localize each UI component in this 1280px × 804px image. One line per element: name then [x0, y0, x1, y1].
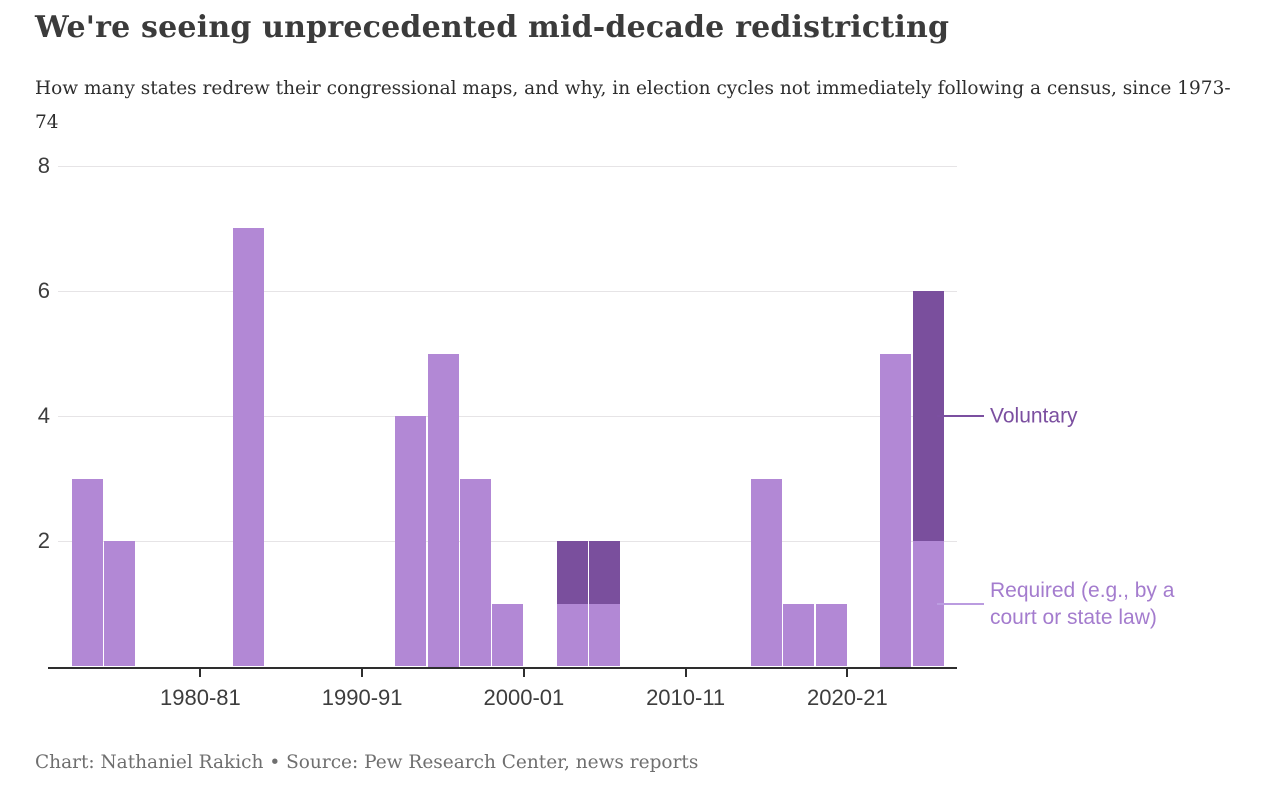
legend-voluntary-label: Voluntary: [990, 404, 1078, 428]
bar-voluntary-2005-06: [589, 541, 621, 604]
bar-required-2019-20: [815, 603, 847, 667]
x-axis-tick-1980: [199, 668, 202, 677]
bar-required-1975-76: [104, 541, 135, 667]
bar-required-2005-06: [589, 603, 621, 667]
y-axis-label-6: 6: [37, 277, 50, 303]
bar-required-1999-2000: [492, 603, 524, 667]
gridline-8: [58, 165, 957, 167]
y-axis-label-2: 2: [37, 528, 50, 554]
x-axis-tick-1990: [361, 668, 364, 677]
legend-voluntary-connector-line: [937, 415, 984, 418]
bar-required-1973-74: [71, 478, 103, 667]
y-axis-label-4: 4: [37, 403, 50, 429]
x-axis-tick-2000: [522, 668, 525, 677]
bar-required-1997-98: [459, 478, 491, 667]
chart-footer: Chart: Nathaniel Rakich • Source: Pew Re…: [35, 752, 699, 773]
bar-required-2023-24: [880, 353, 912, 667]
bar-required-2003-04: [556, 603, 588, 667]
bar-required-1995-96: [427, 353, 459, 667]
legend-required-label: Required (e.g., by a court or state law): [990, 578, 1175, 629]
bar-required-1983-84: [233, 228, 265, 667]
x-axis-tick-2010: [684, 668, 687, 677]
x-axis-label-2020: 2020-21: [807, 684, 888, 710]
x-axis-label-2010: 2010-11: [646, 684, 726, 710]
chart-subtitle: How many states redrew their congression…: [35, 78, 1231, 133]
gridline-4: [58, 416, 957, 418]
chart-title: We're seeing unprecedented mid-decade re…: [35, 10, 950, 45]
gridline-6: [58, 290, 957, 292]
bar-voluntary-2003-04: [556, 541, 588, 604]
y-axis-label-8: 8: [37, 152, 50, 178]
bar-required-1993-94: [395, 416, 427, 667]
bar-required-2015-16: [751, 478, 782, 667]
legend-required-connector-line: [937, 602, 984, 605]
x-axis-tick-2020: [846, 668, 849, 677]
x-axis-label-1980: 1980-81: [160, 684, 241, 710]
bar-required-2017-18: [783, 603, 815, 667]
x-axis-line: [48, 666, 957, 669]
x-axis-label-2000: 2000-01: [483, 684, 565, 710]
x-axis-label-1990: 1990-91: [321, 684, 403, 710]
plot-area: 2 4 6 8 1980-81 1990-91 2000-01 2010-11 2020-21 V…: [0, 150, 1280, 722]
gridline-2: [58, 541, 957, 543]
